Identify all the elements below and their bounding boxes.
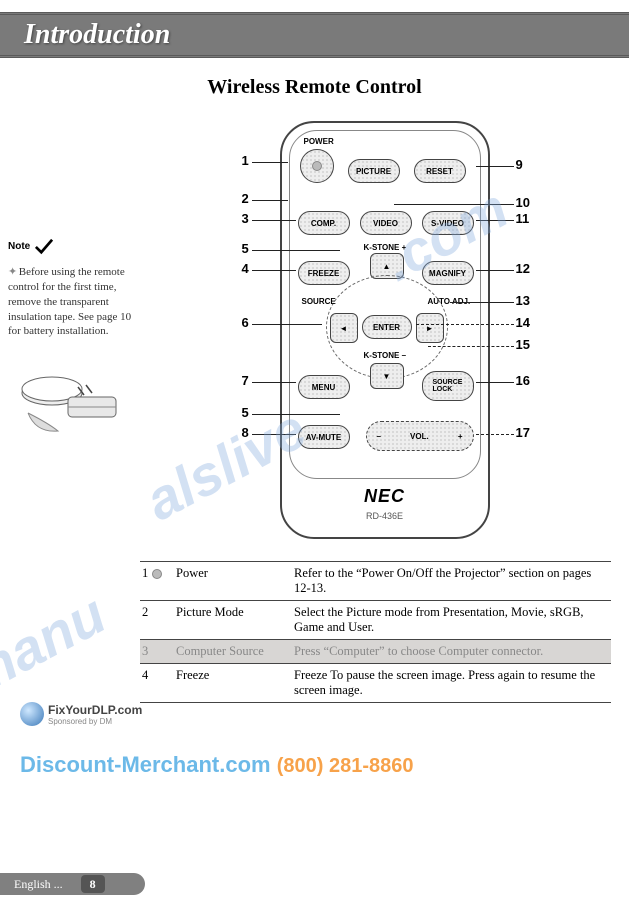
brand-logo: NEC <box>282 486 488 507</box>
btn-left: ◄ <box>330 313 358 343</box>
label-source: SOURCE <box>302 297 336 306</box>
page-footer: English ... 8 <box>0 873 145 895</box>
label-kstone-plus: K-STONE + <box>364 243 407 252</box>
btn-reset: RESET <box>414 159 466 183</box>
label-kstone-minus: K-STONE – <box>364 351 407 360</box>
btn-down: ▼ <box>370 363 404 389</box>
btn-power <box>300 149 334 183</box>
btn-svideo: S-VIDEO <box>422 211 474 235</box>
callout-10: 10 <box>516 195 530 210</box>
btn-video: VIDEO <box>360 211 412 235</box>
btn-right: ► <box>416 313 444 343</box>
label-power: POWER <box>304 137 334 146</box>
watermark-fixyourdlp: FixYourDLP.com Sponsored by DM <box>20 702 142 726</box>
callout-4: 4 <box>242 261 249 276</box>
callout-6: 6 <box>242 315 249 330</box>
callout-17: 17 <box>516 425 530 440</box>
callout-15: 15 <box>516 337 530 352</box>
callout-13: 13 <box>516 293 530 308</box>
btn-enter: ENTER <box>362 315 412 339</box>
btn-freeze: FREEZE <box>298 261 350 285</box>
callout-11: 11 <box>516 211 530 226</box>
page-title: Wireless Remote Control <box>0 76 629 99</box>
callout-16: 16 <box>516 373 530 388</box>
callout-12: 12 <box>516 261 530 276</box>
callout-8: 8 <box>242 425 249 440</box>
btn-avmute: AV-MUTE <box>298 425 350 449</box>
watermark-diag: manu <box>0 581 116 709</box>
callout-7: 7 <box>242 373 249 388</box>
btn-picture: PICTURE <box>348 159 400 183</box>
callout-1: 1 <box>242 153 249 168</box>
btn-menu: MENU <box>298 375 350 399</box>
btn-sourcelock: SOURCE LOCK <box>422 371 474 401</box>
remote-diagram: POWER PICTURE RESET COMP. VIDEO S-VIDEO … <box>170 117 600 547</box>
callout-5a: 5 <box>242 241 249 256</box>
watermark-discount-merchant: Discount-Merchant.com (800) 281-8860 <box>20 752 414 778</box>
btn-volume: – VOL. + <box>366 421 474 451</box>
note-heading: Note <box>8 237 140 255</box>
battery-illustration <box>8 353 128 443</box>
callout-14: 14 <box>516 315 530 330</box>
btn-magnify: MAGNIFY <box>422 261 474 285</box>
callout-3: 3 <box>242 211 249 226</box>
btn-comp: COMP. <box>298 211 350 235</box>
callout-2: 2 <box>242 191 249 206</box>
callout-5b: 5 <box>242 405 249 420</box>
button-table: 1 Power Refer to the “Power On/Off the P… <box>140 561 611 703</box>
chapter-title: Introduction <box>24 19 170 50</box>
chapter-header: Introduction <box>0 12 629 58</box>
note-text: ✦ Before using the remote control for th… <box>8 265 140 339</box>
callout-9: 9 <box>516 157 523 172</box>
brand-model: RD-436E <box>282 511 488 521</box>
